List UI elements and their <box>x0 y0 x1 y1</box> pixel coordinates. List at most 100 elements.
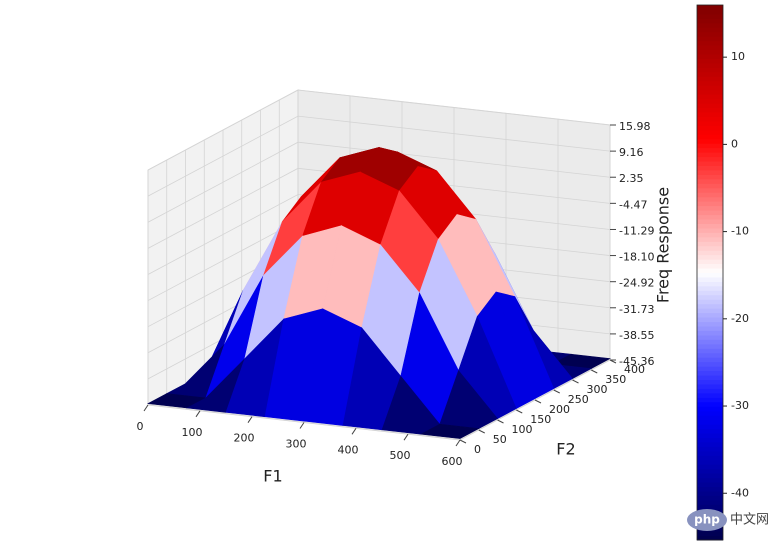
colorbar-swatch <box>697 223 723 229</box>
x-tick-label: 200 <box>234 432 255 445</box>
x-tick <box>247 416 253 423</box>
colorbar-swatch <box>697 303 723 309</box>
colorbar-swatch <box>697 437 723 443</box>
colorbar-swatch <box>697 36 723 42</box>
colorbar-swatch <box>697 169 723 175</box>
colorbar-swatch <box>697 415 723 421</box>
colorbar-swatch <box>697 103 723 109</box>
colorbar-swatch <box>697 147 723 153</box>
colorbar-swatch <box>697 450 723 456</box>
surface <box>147 146 611 439</box>
colorbar-swatch <box>697 143 723 149</box>
colorbar-swatch <box>697 89 723 95</box>
surface-patch <box>420 423 480 439</box>
colorbar-swatch <box>697 468 723 474</box>
colorbar-swatch <box>697 31 723 37</box>
colorbar-swatch <box>697 441 723 447</box>
colorbar-swatch <box>697 383 723 389</box>
colorbar-swatch <box>697 499 723 505</box>
y-tick-label: 250 <box>568 393 589 406</box>
colorbar-swatch <box>697 321 723 327</box>
colorbar-swatch <box>697 375 723 380</box>
colorbar-swatch <box>697 268 723 273</box>
colorbar-swatch <box>697 330 723 336</box>
x-tick <box>195 410 201 418</box>
colorbar-swatch <box>697 272 723 278</box>
colorbar-swatch <box>697 397 723 403</box>
colorbar-swatch <box>697 290 723 296</box>
x-axis-label: F1 <box>263 467 282 486</box>
colorbar-swatch <box>697 49 723 55</box>
z-tick-label: -24.92 <box>619 277 654 290</box>
colorbar-swatch <box>697 201 723 207</box>
z-tick-label: -18.10 <box>619 251 654 264</box>
x-tick-label: 100 <box>182 426 203 439</box>
colorbar-swatch <box>697 379 723 385</box>
watermark: php 中文网 <box>687 509 769 531</box>
grid-line <box>147 89 611 171</box>
colorbar-swatch <box>697 504 723 510</box>
colorbar-swatch <box>697 76 723 82</box>
x-tick <box>299 422 305 429</box>
colorbar-swatch <box>697 94 723 100</box>
colorbar-swatch <box>697 250 723 256</box>
colorbar-tick-label: 0 <box>731 137 738 150</box>
colorbar-frame <box>696 4 724 541</box>
colorbar-swatch <box>697 352 723 358</box>
colorbar-swatch <box>697 535 723 541</box>
colorbar-swatch <box>697 62 723 68</box>
colorbar-tick-label: -20 <box>731 312 749 325</box>
z-tick-label: -11.29 <box>619 224 654 237</box>
colorbar-swatch <box>697 473 723 479</box>
grid-line <box>147 115 611 197</box>
colorbar-swatch <box>697 495 723 501</box>
y-tick <box>459 439 467 444</box>
colorbar-swatch <box>697 245 723 251</box>
colorbar-swatch <box>697 134 723 140</box>
colorbar-swatch <box>697 165 723 171</box>
colorbar-swatch <box>697 424 723 430</box>
colorbar-swatch <box>697 58 723 64</box>
colorbar-swatch <box>697 241 723 247</box>
colorbar-swatch <box>697 9 723 15</box>
colorbar-swatch <box>697 227 723 233</box>
colorbar-swatch <box>697 45 723 51</box>
colorbar-swatch <box>697 281 723 287</box>
colorbar-swatch <box>697 464 723 470</box>
colorbar-swatch <box>697 80 723 86</box>
colorbar-swatch <box>697 129 723 135</box>
x-tick <box>403 433 409 441</box>
colorbar-swatch <box>697 71 723 77</box>
colorbar-swatch <box>697 152 723 158</box>
colorbar-swatch <box>697 107 723 113</box>
colorbar: 10 0 -10 -20 -30 -40 <box>696 4 749 541</box>
colorbar-swatch <box>697 326 723 331</box>
y-tick <box>591 369 598 374</box>
colorbar-swatch <box>697 317 723 323</box>
colorbar-swatch <box>697 343 723 349</box>
z-tick-label: -31.73 <box>619 303 654 316</box>
watermark-logo: php <box>694 513 720 527</box>
colorbar-swatch <box>697 18 723 24</box>
colorbar-swatch <box>697 357 723 363</box>
colorbar-swatch <box>697 120 723 126</box>
colorbar-swatch <box>697 370 723 376</box>
z-tick-label: 9.16 <box>619 146 644 159</box>
colorbar-swatch <box>697 388 723 394</box>
colorbar-swatch <box>697 428 723 434</box>
z-tick-label: 15.98 <box>619 120 651 133</box>
y-axis-label: F2 <box>556 440 575 459</box>
z-tick-label: -4.47 <box>619 198 647 211</box>
x-tick-label: 600 <box>442 455 463 468</box>
y-tick <box>497 419 504 424</box>
colorbar-swatch <box>697 116 723 122</box>
colorbar-swatch <box>697 196 723 202</box>
colorbar-swatch <box>697 531 723 537</box>
colorbar-swatch <box>697 85 723 91</box>
colorbar-swatch <box>697 455 723 461</box>
colorbar-swatch <box>697 27 723 33</box>
colorbar-swatch <box>697 205 723 211</box>
colorbar-swatch <box>697 174 723 180</box>
colorbar-swatch <box>697 192 723 198</box>
